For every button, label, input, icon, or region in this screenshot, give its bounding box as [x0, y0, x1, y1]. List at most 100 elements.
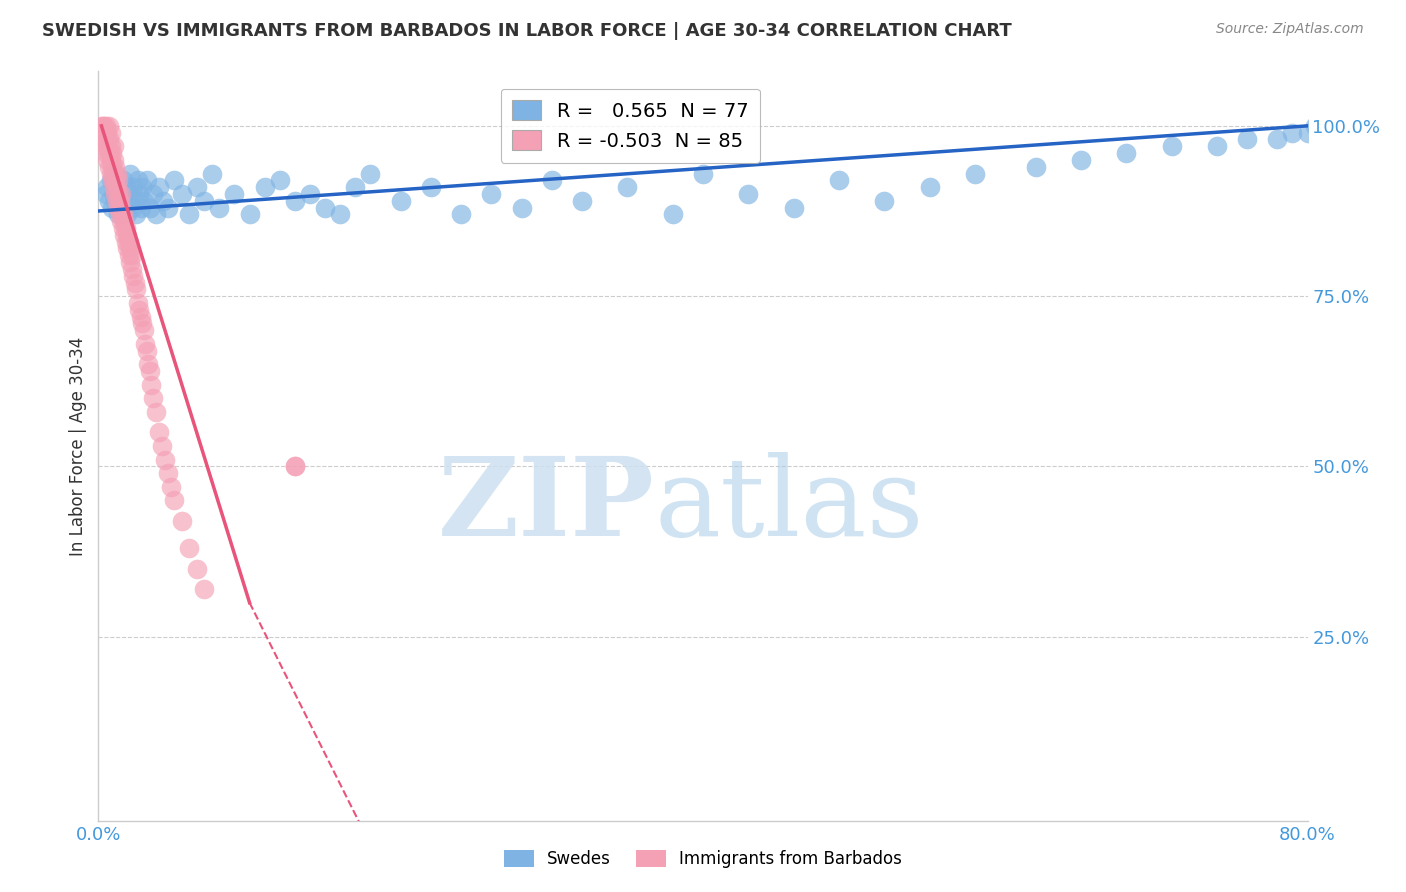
Point [193, 194, 215, 208]
Point [136, 357, 159, 371]
Point [105, 180, 128, 194]
Point [124, 276, 146, 290]
Point [450, 207, 472, 221]
Point [163, 493, 186, 508]
Point [110, 186, 132, 201]
Point [156, 201, 179, 215]
Point [360, 167, 382, 181]
Point [299, 186, 322, 201]
Point [186, 180, 208, 194]
Point [98, 146, 121, 161]
Point [163, 173, 186, 187]
Point [284, 459, 307, 474]
Point [112, 194, 135, 208]
Point [111, 173, 134, 187]
Point [128, 186, 150, 201]
Point [104, 173, 127, 187]
Point [91, 126, 114, 140]
Point [1206, 139, 1229, 153]
Legend: Swedes, Immigrants from Barbados: Swedes, Immigrants from Barbados [498, 843, 908, 875]
Point [98, 119, 121, 133]
Point [1267, 132, 1289, 146]
Point [1296, 126, 1319, 140]
Point [145, 207, 167, 221]
Point [96, 180, 118, 194]
Point [783, 201, 806, 215]
Point [108, 186, 131, 201]
Point [107, 173, 129, 187]
Point [110, 201, 132, 215]
Point [160, 480, 183, 494]
Point [152, 194, 174, 208]
Point [284, 194, 307, 208]
Point [96, 139, 118, 153]
Point [114, 180, 136, 194]
Point [1303, 119, 1326, 133]
Point [94, 186, 117, 201]
Point [139, 364, 162, 378]
Point [132, 194, 155, 208]
Point [142, 392, 165, 406]
Point [186, 561, 208, 575]
Point [121, 261, 143, 276]
Point [100, 126, 122, 140]
Point [101, 146, 124, 161]
Point [873, 194, 896, 208]
Point [104, 186, 127, 201]
Point [156, 467, 179, 481]
Point [965, 167, 987, 181]
Point [111, 207, 134, 221]
Point [103, 180, 125, 194]
Point [131, 180, 153, 194]
Point [91, 119, 114, 133]
Legend: R =   0.565  N = 77, R = -0.503  N = 85: R = 0.565 N = 77, R = -0.503 N = 85 [501, 88, 761, 162]
Point [201, 167, 224, 181]
Point [179, 541, 201, 556]
Point [100, 139, 122, 153]
Point [420, 180, 443, 194]
Point [111, 221, 134, 235]
Point [98, 160, 121, 174]
Point [107, 186, 129, 201]
Point [100, 173, 122, 187]
Point [94, 132, 117, 146]
Point [121, 201, 143, 215]
Point [103, 186, 125, 201]
Point [96, 153, 118, 167]
Point [135, 343, 157, 358]
Point [100, 153, 122, 167]
Point [115, 242, 138, 256]
Text: atlas: atlas [655, 452, 924, 559]
Point [93, 139, 115, 153]
Point [134, 336, 156, 351]
Point [153, 452, 176, 467]
Point [101, 201, 124, 215]
Point [179, 207, 201, 221]
Point [145, 405, 167, 419]
Point [269, 173, 291, 187]
Point [104, 194, 127, 208]
Point [114, 221, 136, 235]
Point [107, 201, 129, 215]
Point [120, 255, 142, 269]
Point [224, 186, 246, 201]
Point [129, 310, 152, 324]
Point [103, 139, 125, 153]
Point [122, 268, 145, 283]
Point [105, 194, 128, 208]
Point [94, 126, 117, 140]
Point [118, 235, 141, 249]
Point [103, 153, 125, 167]
Point [208, 201, 231, 215]
Point [90, 126, 112, 140]
Point [148, 425, 170, 440]
Point [150, 439, 173, 453]
Point [115, 207, 138, 221]
Point [93, 126, 115, 140]
Point [1070, 153, 1092, 167]
Point [104, 160, 127, 174]
Point [91, 132, 114, 146]
Point [616, 180, 638, 194]
Text: SWEDISH VS IMMIGRANTS FROM BARBADOS IN LABOR FORCE | AGE 30-34 CORRELATION CHART: SWEDISH VS IMMIGRANTS FROM BARBADOS IN L… [42, 22, 1012, 40]
Point [132, 323, 155, 337]
